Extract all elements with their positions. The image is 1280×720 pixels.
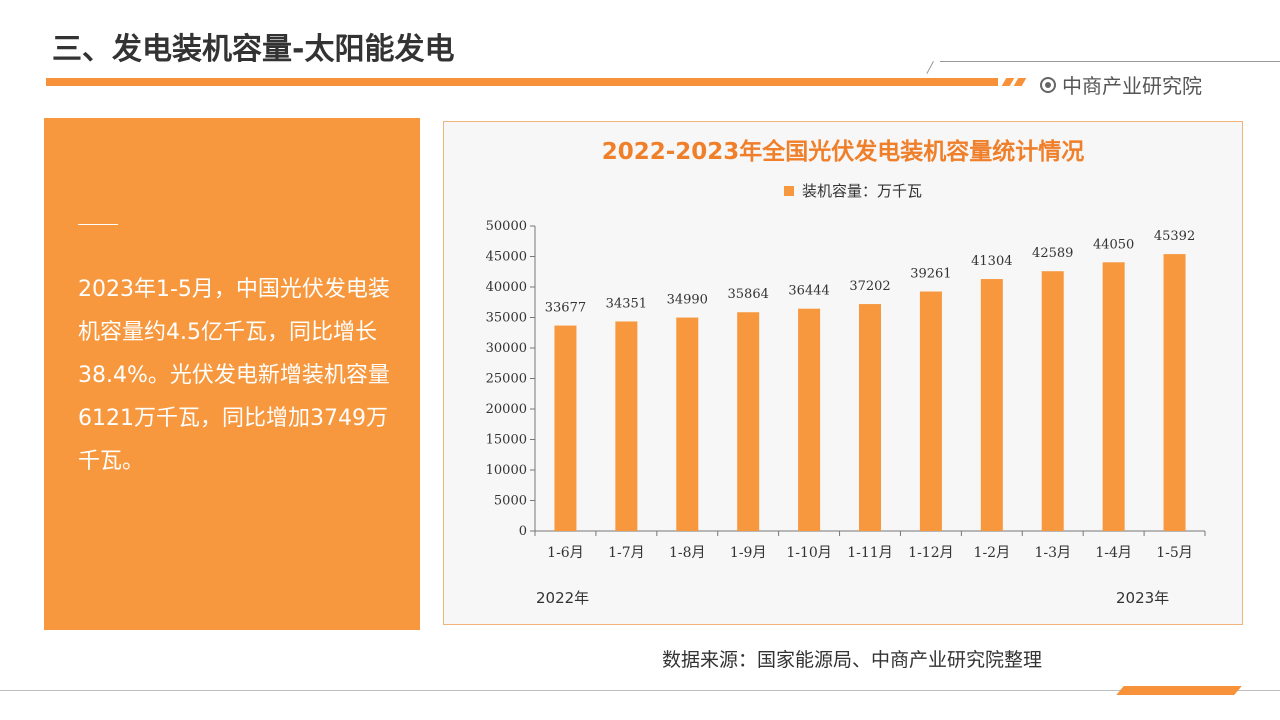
title-divider-line — [940, 61, 1280, 62]
y-tick-label: 45000 — [486, 250, 527, 265]
brand-logo-icon — [1040, 76, 1056, 93]
x-tick-label: 1-4月 — [1095, 545, 1132, 561]
y-tick-label: 20000 — [486, 402, 527, 417]
bar — [859, 304, 881, 531]
x-tick-label: 1-12月 — [908, 545, 953, 561]
title-accent-bar — [46, 78, 998, 86]
bar — [1041, 271, 1064, 531]
chart-legend: 装机容量：万千瓦 — [784, 180, 922, 201]
summary-text: 2023年1-5月，中国光伏发电装机容量约4.5亿千瓦，同比增长38.4%。光伏… — [78, 277, 390, 474]
bar — [1163, 254, 1186, 531]
x-tick-label: 1-7月 — [608, 545, 645, 561]
x-tick-label: 1-10月 — [786, 545, 831, 561]
x-tick-label: 1-8月 — [669, 545, 706, 561]
bar-value-label: 41304 — [971, 254, 1012, 269]
bar-value-label: 36444 — [788, 284, 829, 299]
y-tick-label: 50000 — [486, 219, 527, 234]
chart-container: 0 5000 10000 15000 20000 25000 30000 35000 40000… — [443, 121, 1243, 625]
legend-swatch — [784, 185, 794, 196]
bar — [798, 308, 821, 531]
bar-value-label: 39261 — [910, 267, 951, 282]
footer-accent-bar — [1116, 686, 1242, 695]
legend-label: 装机容量：万千瓦 — [802, 182, 923, 200]
bar-value-label: 33677 — [545, 301, 586, 316]
bar — [1102, 262, 1125, 531]
bar — [615, 321, 638, 531]
bar-chart: 0 5000 10000 15000 20000 25000 30000 35000 40000… — [486, 219, 1206, 561]
accent-stripe — [1001, 78, 1015, 86]
group-label-2023: 2023年 — [1116, 589, 1170, 607]
bar-value-label: 42589 — [1032, 246, 1073, 261]
y-tick-label: 10000 — [486, 463, 527, 478]
bar-value-label: 34990 — [667, 293, 708, 308]
y-tick-label: 25000 — [486, 372, 527, 387]
x-tick-label: 1-5月 — [1156, 545, 1193, 561]
y-tick-label: 0 — [519, 524, 527, 539]
x-tick-label: 1-11月 — [847, 545, 892, 561]
bar-value-label: 44050 — [1093, 237, 1134, 252]
y-tick-label: 15000 — [486, 433, 527, 448]
data-source: 数据来源：国家能源局、中商产业研究院整理 — [662, 649, 1043, 671]
accent-stripe — [1013, 78, 1027, 86]
bar-value-label: 35864 — [728, 287, 769, 302]
bar — [980, 279, 1003, 531]
title-divider-diagonal — [926, 61, 934, 74]
y-tick-label: 40000 — [486, 280, 527, 295]
panel-divider — [78, 224, 118, 225]
bar — [737, 312, 760, 531]
brand-name: 中商产业研究院 — [1062, 74, 1202, 98]
bar-value-label: 45392 — [1154, 229, 1195, 244]
page-title: 三、发电装机容量-太阳能发电 — [52, 32, 455, 67]
footer-divider — [0, 690, 1280, 691]
bar-value-label: 34351 — [606, 296, 647, 311]
chart-title: 2022-2023年全国光伏发电装机容量统计情况 — [601, 139, 1085, 165]
y-tick-label: 35000 — [486, 311, 527, 326]
x-tick-label: 1-6月 — [547, 545, 584, 561]
x-tick-label: 1-3月 — [1034, 545, 1071, 561]
summary-panel: 2023年1-5月，中国光伏发电装机容量约4.5亿千瓦，同比增长38.4%。光伏… — [44, 118, 420, 630]
bar — [676, 317, 699, 531]
y-tick-label: 5000 — [494, 494, 527, 509]
bar — [554, 325, 577, 531]
bar-value-label: 37202 — [849, 279, 890, 294]
group-label-2022: 2022年 — [536, 589, 590, 607]
x-tick-label: 1-9月 — [730, 545, 767, 561]
x-tick-label: 1-2月 — [974, 545, 1011, 561]
brand: 中商产业研究院 — [1040, 70, 1202, 99]
y-tick-label: 30000 — [486, 341, 527, 356]
bar — [919, 291, 942, 531]
